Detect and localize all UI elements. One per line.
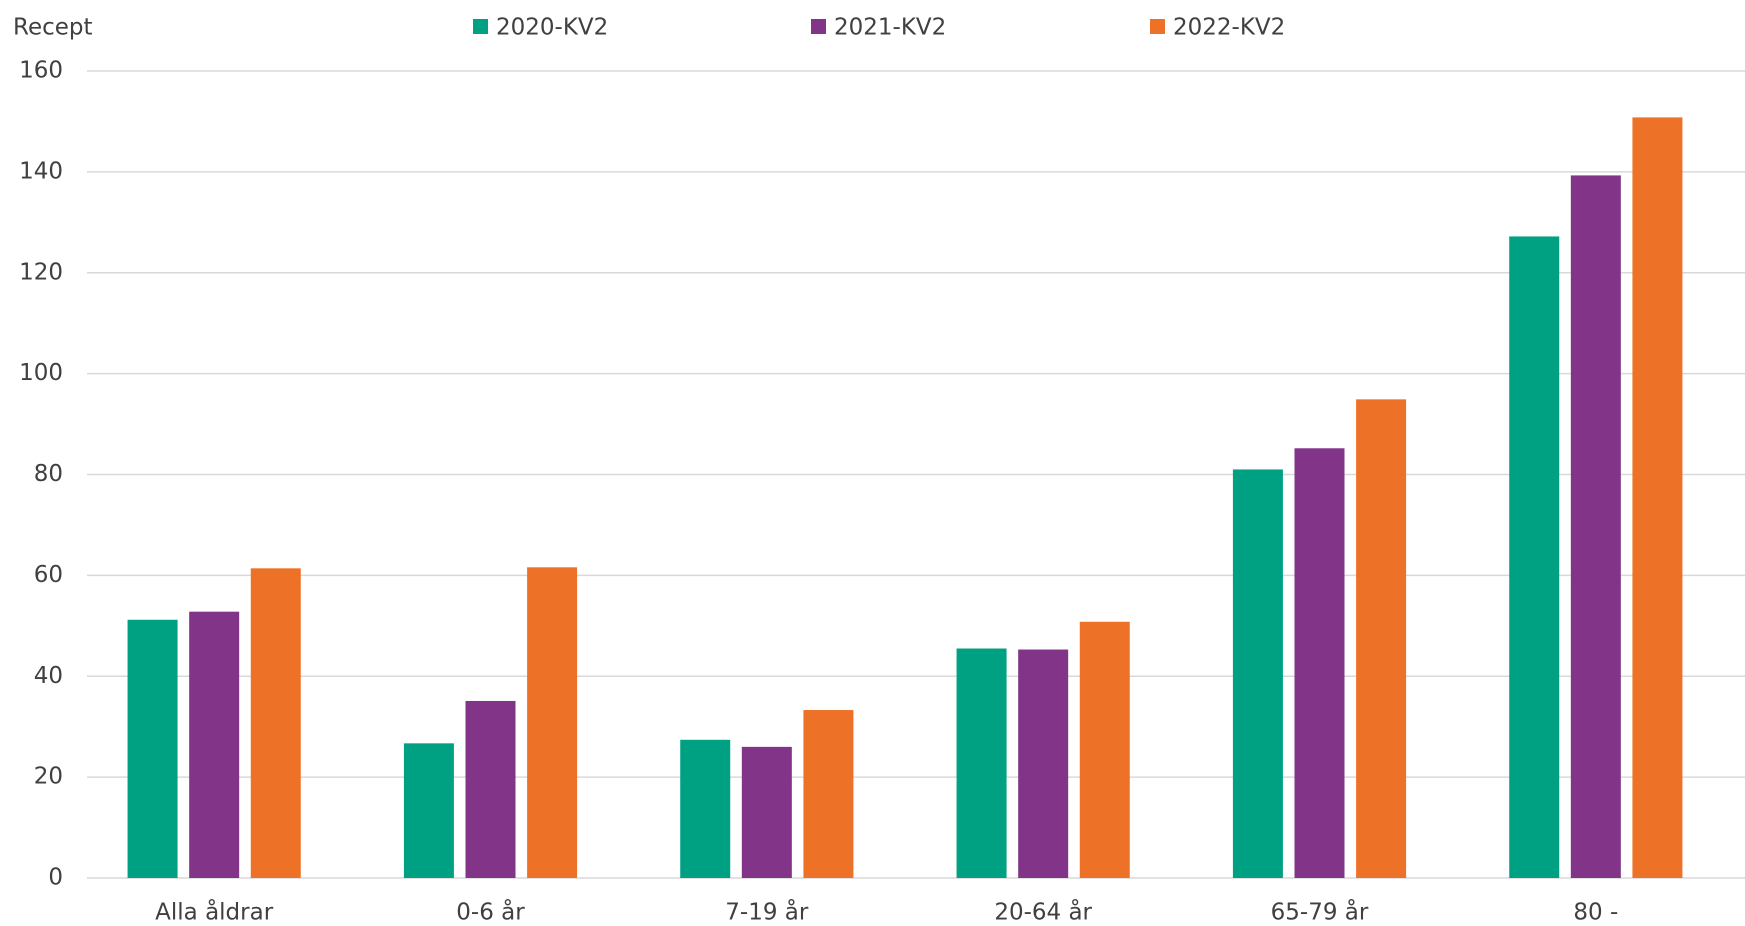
legend-label: 2021-KV2 bbox=[834, 15, 946, 41]
bar bbox=[1079, 621, 1130, 878]
legend-label: 2022-KV2 bbox=[1173, 15, 1285, 41]
x-tick-label: 0-6 år bbox=[456, 898, 525, 926]
legend-swatch bbox=[1150, 19, 1165, 34]
bar bbox=[527, 567, 578, 878]
bar bbox=[250, 568, 301, 878]
legend-swatch bbox=[473, 19, 488, 34]
y-tick-label: 0 bbox=[48, 865, 63, 891]
bar bbox=[1018, 649, 1069, 878]
x-tick-label: 80 - bbox=[1573, 900, 1618, 926]
y-tick-label: 100 bbox=[19, 360, 63, 386]
bar bbox=[1294, 448, 1345, 878]
bar bbox=[680, 739, 731, 878]
bar bbox=[741, 746, 792, 878]
bar bbox=[1632, 117, 1683, 879]
x-tick-label: Alla åldrar bbox=[155, 898, 274, 926]
y-tick-label: 140 bbox=[19, 158, 63, 184]
bar bbox=[1509, 236, 1560, 878]
bar bbox=[803, 710, 854, 878]
y-tick-label: 160 bbox=[19, 58, 63, 84]
y-tick-label: 60 bbox=[34, 562, 63, 588]
y-tick-label: 20 bbox=[34, 764, 63, 790]
bar bbox=[189, 611, 240, 878]
legend-swatch bbox=[811, 19, 826, 34]
legend-label: 2020-KV2 bbox=[496, 15, 608, 41]
bar bbox=[956, 648, 1007, 878]
x-tick-label: 20-64 år bbox=[994, 898, 1092, 926]
bar bbox=[1570, 175, 1621, 878]
y-tick-label: 120 bbox=[19, 259, 63, 285]
y-tick-label: 80 bbox=[34, 461, 63, 487]
bar bbox=[465, 700, 516, 878]
x-tick-label: 65-79 år bbox=[1271, 898, 1369, 926]
y-axis-label: Recept bbox=[13, 15, 93, 41]
bar bbox=[127, 619, 178, 878]
bar bbox=[1356, 399, 1407, 878]
y-tick-label: 40 bbox=[34, 663, 63, 689]
x-tick-label: 7-19 år bbox=[725, 898, 809, 926]
bar bbox=[403, 743, 454, 878]
bar bbox=[1232, 469, 1283, 878]
